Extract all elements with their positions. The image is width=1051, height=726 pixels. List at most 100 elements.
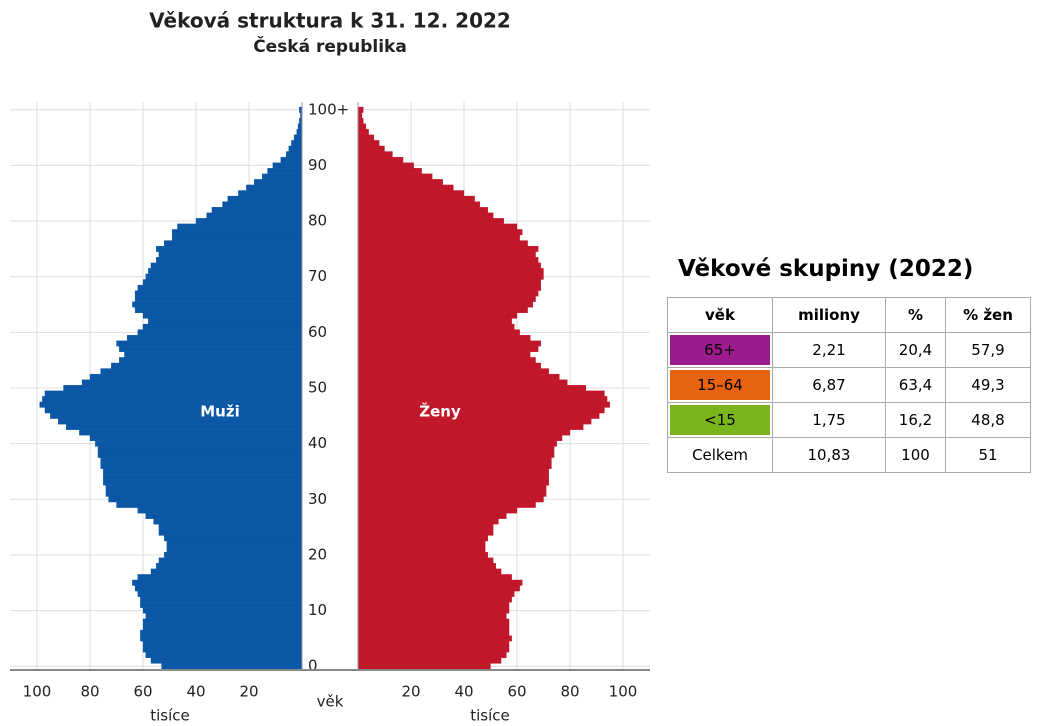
bar xyxy=(357,451,555,458)
bar xyxy=(357,173,433,180)
bar xyxy=(293,134,303,141)
bar xyxy=(66,424,303,430)
bar xyxy=(357,212,494,219)
x-tick-label: 40 xyxy=(454,683,473,701)
bar xyxy=(357,557,494,564)
bar xyxy=(357,134,375,141)
bar xyxy=(116,501,303,508)
bar xyxy=(89,373,303,380)
bar xyxy=(357,579,523,586)
bar xyxy=(140,596,303,603)
bar xyxy=(206,212,303,219)
bar xyxy=(148,268,303,275)
bar xyxy=(227,195,303,202)
bar xyxy=(357,340,542,347)
bar xyxy=(272,162,303,169)
bar xyxy=(103,479,303,486)
x-tick-label: 100 xyxy=(23,683,52,701)
bar xyxy=(357,329,520,336)
bar xyxy=(171,229,303,236)
x-tick-label: 60 xyxy=(133,683,152,701)
bar xyxy=(357,251,536,258)
bar xyxy=(357,596,512,603)
bar xyxy=(357,563,496,569)
bar xyxy=(357,351,531,358)
bar xyxy=(357,162,414,169)
cell-text: 63,4 xyxy=(898,376,933,394)
chart-title: Věková struktura k 31. 12. 2022 xyxy=(149,9,511,33)
y-tick-label: 20 xyxy=(308,545,327,563)
bar xyxy=(142,618,303,625)
bar xyxy=(142,312,303,319)
bar xyxy=(177,223,303,230)
x-axis-label: tisíce xyxy=(470,707,510,725)
y-tick-label: 10 xyxy=(308,601,327,619)
bar xyxy=(357,568,502,575)
bar xyxy=(357,346,539,352)
table-cell: Celkem xyxy=(667,437,773,473)
bar xyxy=(357,368,549,375)
y-tick-label: 90 xyxy=(308,156,327,174)
bar xyxy=(100,457,303,464)
cell-text: 100 xyxy=(901,446,930,464)
bar xyxy=(137,284,303,291)
x-axis-label: tisíce xyxy=(150,707,190,725)
series-label: Muži xyxy=(200,403,239,421)
bar xyxy=(238,190,303,197)
bar xyxy=(103,468,303,475)
bar xyxy=(297,123,303,130)
table-cell: 1,75 xyxy=(772,402,886,438)
y-tick-label: 80 xyxy=(308,212,327,230)
bar xyxy=(150,657,303,664)
cell-text: 15–64 xyxy=(670,370,770,400)
table-cell: 100 xyxy=(885,437,946,473)
bar xyxy=(357,245,539,252)
bar xyxy=(126,334,303,341)
bar xyxy=(357,646,510,653)
bar xyxy=(103,474,303,480)
table-title: Věkové skupiny (2022) xyxy=(678,256,974,282)
bar xyxy=(357,396,608,403)
bar xyxy=(357,273,544,280)
bar xyxy=(357,551,489,558)
bar xyxy=(357,229,523,236)
table-cell: 48,8 xyxy=(945,402,1031,438)
bar xyxy=(158,557,303,564)
bar xyxy=(357,490,547,497)
bar xyxy=(357,207,489,213)
bar xyxy=(137,329,303,336)
y-tick-label: 30 xyxy=(308,490,327,508)
bar xyxy=(142,323,303,330)
bar xyxy=(158,524,303,531)
y-tick-label: 50 xyxy=(308,379,327,397)
bar xyxy=(357,184,454,191)
table-cell: 10,83 xyxy=(772,437,886,473)
bar xyxy=(357,624,510,631)
bar xyxy=(357,479,549,486)
bar xyxy=(357,424,584,430)
bar xyxy=(357,440,557,447)
bar xyxy=(357,296,536,302)
bar xyxy=(357,507,518,514)
bar xyxy=(357,468,549,475)
bar xyxy=(357,613,507,620)
bar xyxy=(63,385,303,391)
bar xyxy=(288,145,303,152)
bar xyxy=(357,446,555,453)
bar xyxy=(357,151,393,158)
table-cell: 51 xyxy=(945,437,1031,473)
cell-text: 6,87 xyxy=(812,376,846,394)
bar xyxy=(357,590,515,597)
y-axis-label: věk xyxy=(317,693,344,711)
bar xyxy=(119,346,303,352)
bar xyxy=(132,579,303,586)
y-tick-label: 60 xyxy=(308,323,327,341)
bar xyxy=(285,151,303,158)
bar xyxy=(140,635,303,642)
bar xyxy=(357,323,515,330)
y-tick-label: 70 xyxy=(308,267,327,285)
cell-text: Celkem xyxy=(692,446,748,464)
bar xyxy=(357,607,510,614)
cell-text: <15 xyxy=(670,405,770,435)
bar xyxy=(357,284,542,291)
